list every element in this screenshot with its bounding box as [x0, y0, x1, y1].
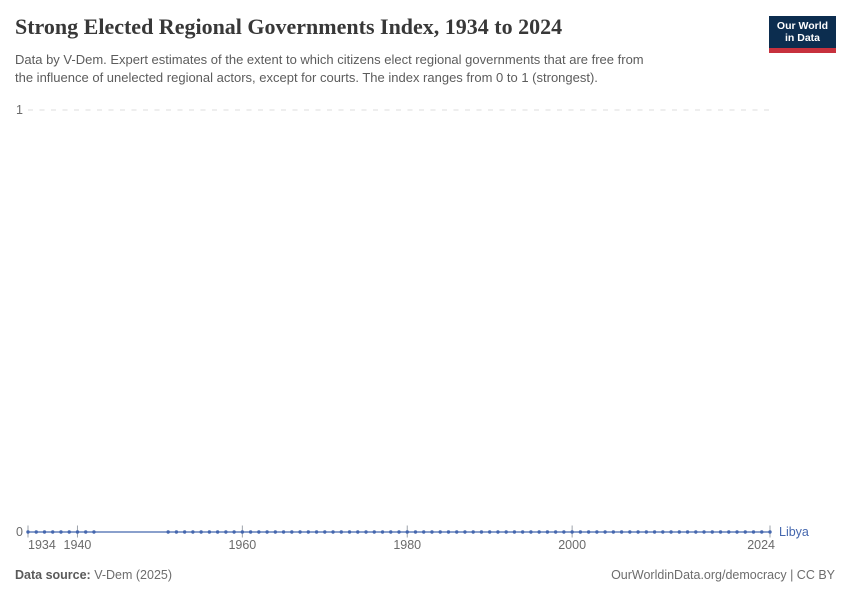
license-credit-link[interactable]: OurWorldinData.org/democracy | CC BY	[611, 568, 835, 582]
chart-footer: Data source: V-Dem (2025) OurWorldinData…	[15, 568, 835, 583]
x-tick-label: 1934	[28, 538, 56, 552]
x-tick-label: 2024	[747, 538, 775, 552]
chart-subtitle-line1: Data by V-Dem. Expert estimates of the e…	[15, 52, 644, 67]
owid-logo[interactable]: Our World in Data	[769, 16, 836, 48]
x-tick-label: 2000	[558, 538, 587, 552]
data-source-value: V-Dem (2025)	[90, 568, 173, 582]
x-tick-label: 1980	[393, 538, 422, 552]
x-tick-label: 1960	[228, 538, 257, 552]
chart-title: Strong Elected Regional Governments Inde…	[15, 14, 563, 39]
series-label-libya: Libya	[779, 525, 809, 539]
chart-subtitle-line2: the influence of unelected regional acto…	[15, 69, 598, 85]
data-source-label: Data source:	[15, 568, 91, 582]
x-tick-label: 1940	[63, 538, 92, 552]
data-source-note: Data source: V-Dem (2025)	[15, 568, 172, 583]
owid-logo-accent-bar	[769, 48, 836, 53]
y-tick-label: 1	[16, 103, 23, 117]
owid-logo-line2: in Data	[784, 32, 820, 44]
chart-subtitle: Data by V-Dem. Expert estimates of the e…	[15, 51, 644, 86]
owid-logo-line1: Our World	[776, 19, 829, 32]
y-tick-label: 0	[16, 525, 23, 539]
